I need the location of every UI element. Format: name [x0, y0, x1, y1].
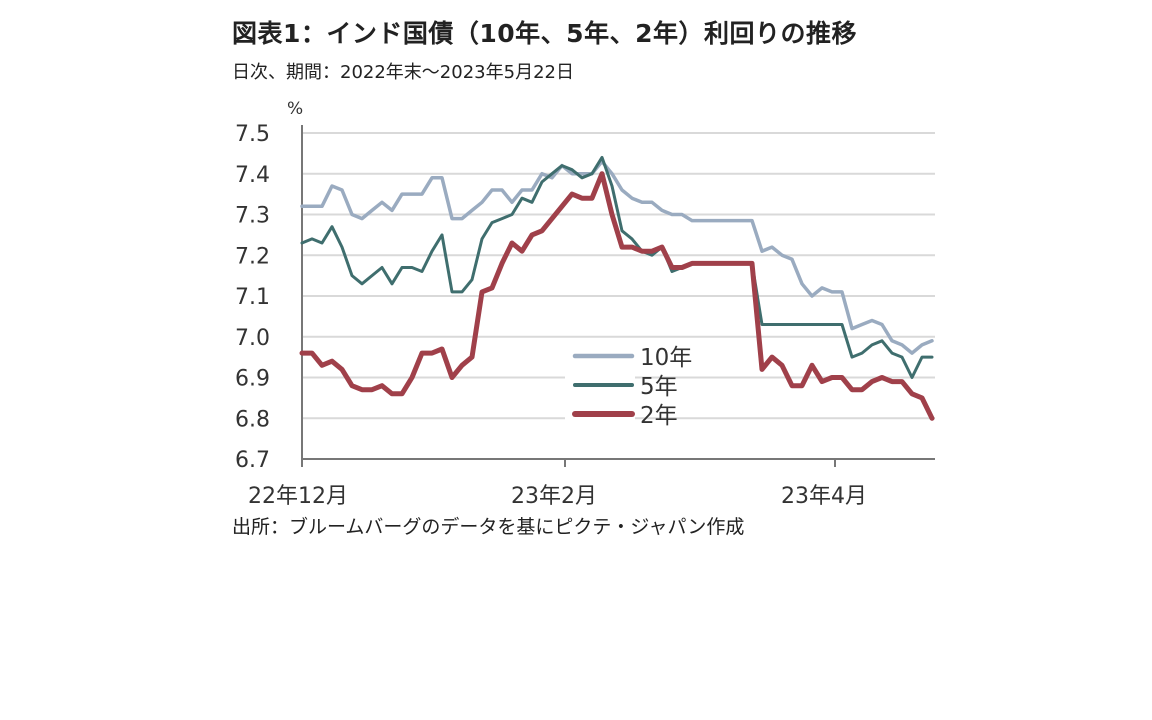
y-tick-label: 6.9 — [235, 367, 270, 392]
legend-label: 10年 — [640, 345, 692, 371]
x-tick-label: 23年2月 — [511, 484, 597, 509]
series-line-2年 — [299, 171, 935, 421]
y-tick-label: 7.1 — [235, 285, 270, 310]
source-note: 出所：ブルームバーグのデータを基にピクテ・ジャパン作成 — [232, 516, 745, 538]
y-tick-label: 7.0 — [235, 326, 270, 351]
chart-title: 図表1：インド国債（10年、5年、2年）利回りの推移 — [232, 19, 857, 48]
y-tick-label: 6.7 — [235, 448, 270, 473]
x-tick-label: 22年12月 — [248, 484, 348, 509]
y-tick-label: 7.4 — [235, 163, 270, 188]
y-tick-label: 7.3 — [235, 204, 270, 229]
y-unit-label: % — [287, 99, 303, 119]
chart-subtitle: 日次、期間：2022年末～2023年5月22日 — [232, 62, 574, 83]
y-tick-label: 7.5 — [235, 122, 270, 147]
series-line-10年 — [300, 159, 934, 355]
y-tick-label: 7.2 — [235, 244, 270, 269]
x-tick-label: 23年4月 — [781, 484, 867, 509]
legend-label: 2年 — [640, 403, 678, 429]
series-line-5年 — [300, 155, 934, 379]
y-tick-label: 6.8 — [235, 407, 270, 432]
legend-label: 5年 — [640, 374, 678, 400]
